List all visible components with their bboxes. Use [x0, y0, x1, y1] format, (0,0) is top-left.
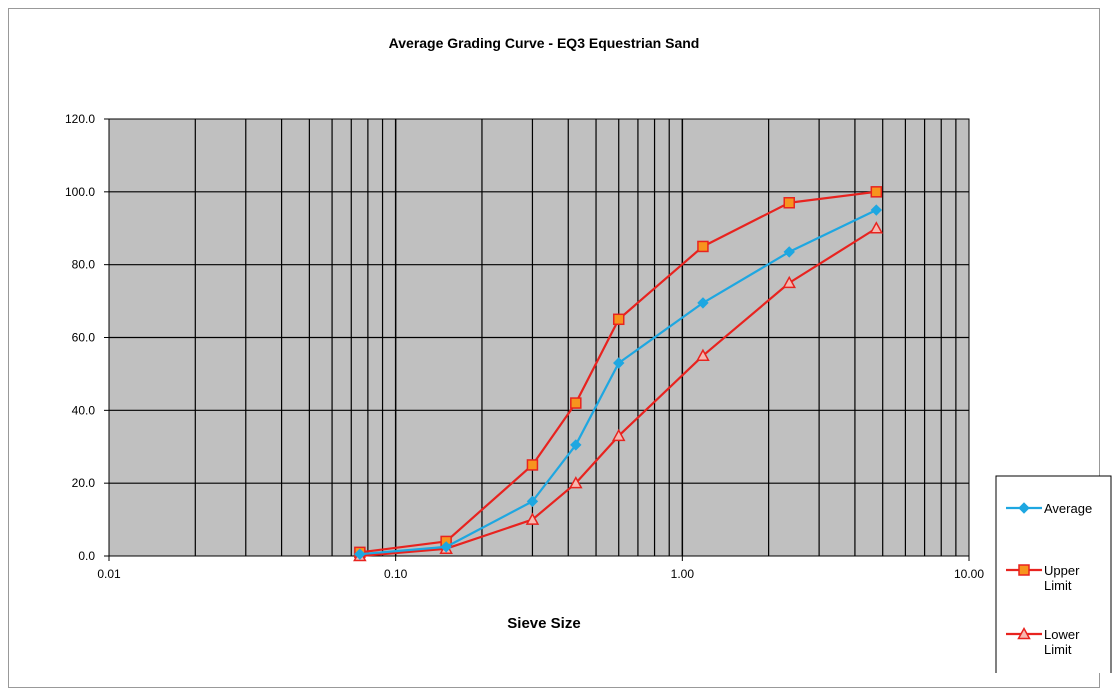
- legend-label: Limit: [1044, 642, 1072, 657]
- series-average: [354, 204, 883, 560]
- data-point: [569, 476, 583, 489]
- data-point: [1018, 502, 1030, 514]
- y-tick-label: 120.0: [65, 112, 95, 126]
- y-tick-label: 100.0: [65, 185, 95, 199]
- chart-title: Average Grading Curve - EQ3 Equestrian S…: [389, 35, 700, 51]
- data-point: [870, 186, 883, 198]
- series-layer: [353, 186, 884, 562]
- data-point: [526, 495, 539, 508]
- data-point: [526, 459, 539, 471]
- x-axis-title: Sieve Size: [507, 615, 580, 632]
- x-tick-label: 10.00: [954, 567, 984, 581]
- y-tick-label: 40.0: [72, 403, 96, 417]
- data-point: [570, 439, 582, 451]
- data-point: [440, 541, 452, 553]
- data-point: [870, 204, 883, 216]
- data-point: [525, 512, 540, 525]
- y-tick-label: 80.0: [72, 258, 96, 272]
- legend-label: Average: [1044, 501, 1092, 516]
- data-point: [611, 428, 626, 442]
- series-line: [359, 190, 877, 554]
- data-point: [869, 221, 884, 234]
- data-point: [1018, 564, 1030, 576]
- data-point: [697, 297, 709, 309]
- data-point: [613, 357, 625, 369]
- data-point: [696, 348, 710, 361]
- x-tick-label: 0.01: [97, 567, 121, 581]
- legend-entry: Average: [1006, 501, 1092, 516]
- series-line: [359, 227, 877, 558]
- x-tick-label: 0.10: [384, 567, 408, 581]
- y-axis-ticks: 0.0 20.0 40.0 60.0 80.0 100.0 120.0: [65, 112, 109, 563]
- legend-label: Lower: [1044, 627, 1080, 642]
- data-point: [354, 548, 366, 560]
- grid-lines: [109, 119, 969, 556]
- series-line: [359, 209, 877, 556]
- legend-label: Upper: [1044, 563, 1080, 578]
- chart: Average Grading Curve - EQ3 Equestrian S…: [65, 35, 1112, 673]
- data-point: [570, 397, 582, 409]
- data-point: [612, 313, 625, 326]
- x-tick-label: 1.00: [671, 567, 695, 581]
- data-point: [697, 240, 709, 253]
- y-tick-label: 0.0: [78, 549, 95, 563]
- legend-label: Limit: [1044, 578, 1072, 593]
- data-point: [783, 246, 795, 258]
- data-point: [783, 197, 795, 209]
- data-point: [1017, 626, 1031, 640]
- data-point: [782, 275, 797, 289]
- y-tick-label: 60.0: [72, 331, 96, 345]
- x-axis-ticks: 0.01 0.10 1.00 10.00: [97, 556, 984, 581]
- y-tick-label: 20.0: [72, 476, 96, 490]
